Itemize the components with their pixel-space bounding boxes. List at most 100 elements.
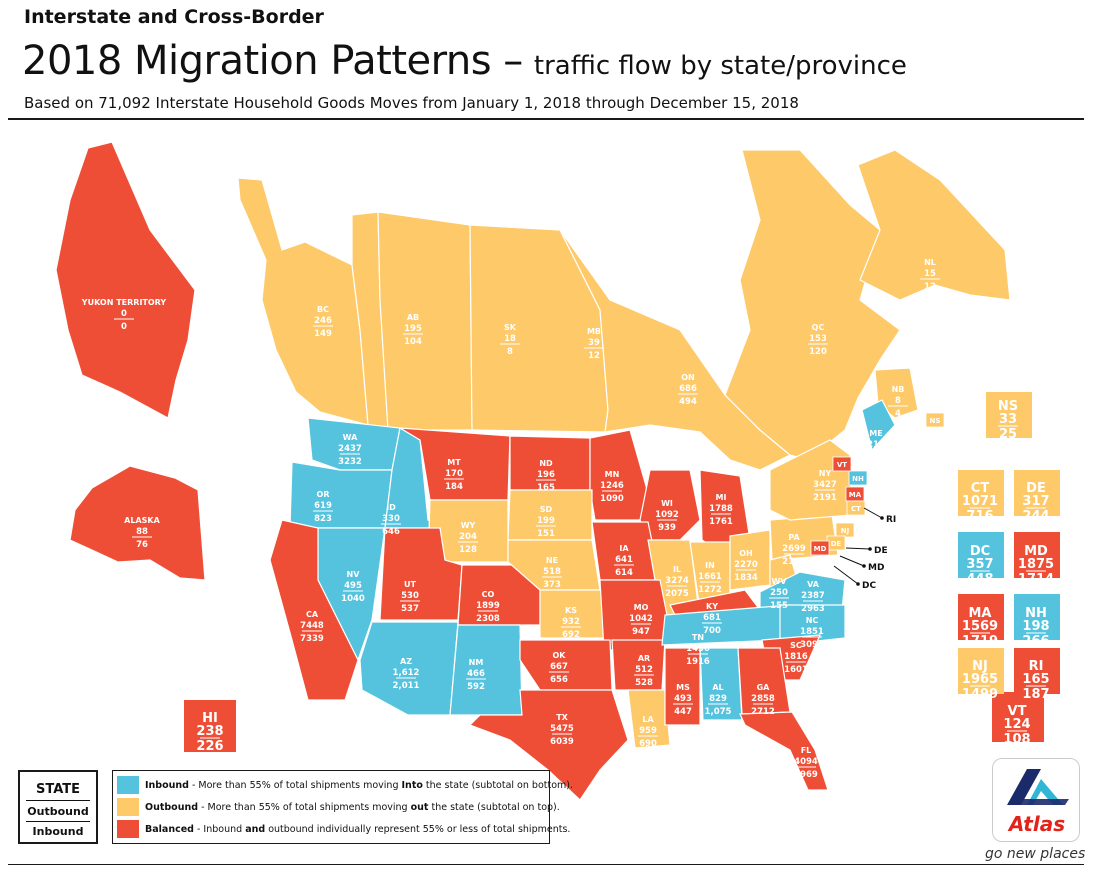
region-outbound-nj: 1965 — [962, 672, 998, 687]
region-al — [699, 647, 743, 721]
region-outbound-ns: 33 — [999, 412, 1017, 427]
region-code-ks: KS — [565, 606, 577, 615]
region-outbound-mn: 1246 — [600, 481, 624, 491]
region-code-nj: NJ — [972, 659, 988, 674]
region-code-co: CO — [482, 590, 495, 599]
region-outbound-wv: 250 — [770, 588, 788, 598]
region-code-mn: MN — [605, 470, 620, 479]
map-small-label-vt: VT — [837, 461, 847, 469]
region-inbound-mi: 1761 — [709, 517, 733, 527]
region-inbound-sd: 151 — [537, 529, 555, 539]
region-code-ab: AB — [407, 313, 419, 322]
region-inbound-nb: 4 — [895, 409, 901, 419]
region-code-bc: BC — [317, 305, 329, 314]
region-mn — [589, 429, 651, 521]
region-az — [359, 621, 459, 716]
region-outbound-ct: 1071 — [962, 494, 998, 509]
header-title-row: 2018 Migration Patterns – traffic flow b… — [22, 38, 907, 84]
region-outbound-ms: 493 — [674, 694, 692, 704]
region-outbound-ia: 641 — [615, 555, 633, 565]
region-fl — [739, 711, 829, 791]
region-inbound-nm: 592 — [467, 682, 485, 692]
region-outbound-ar: 512 — [635, 665, 653, 675]
region-code-hi: HI — [202, 711, 218, 726]
region-code-wa: WA — [343, 433, 358, 442]
region-me — [861, 399, 896, 452]
region-code-alaska: ALASKA — [124, 516, 160, 525]
region-outbound-ky: 681 — [703, 613, 721, 623]
region-inbound-ri: 187 — [1022, 687, 1049, 702]
region-inbound-vt: 108 — [1003, 732, 1030, 747]
region-box-dc — [958, 532, 1004, 578]
region-outbound-alaska: 88 — [136, 527, 148, 537]
region-outbound-in: 1661 — [698, 572, 722, 582]
legend-panel: Inbound - More than 55% of total shipmen… — [112, 770, 573, 844]
region-inbound-ct: 716 — [966, 509, 993, 524]
region-code-nh: NH — [1025, 606, 1047, 621]
region-code-tn: TN — [692, 633, 704, 642]
region-outbound-nb: 8 — [895, 396, 901, 406]
region-inbound-oh: 1834 — [734, 573, 758, 583]
header-kicker: Interstate and Cross-Border — [24, 6, 324, 28]
region-inbound-al: 1,075 — [705, 707, 732, 717]
region-code-dc: DC — [970, 544, 990, 559]
region-inbound-ca: 7339 — [300, 634, 324, 644]
region-outbound-tx: 5475 — [550, 724, 574, 734]
callout-label-ri: RI — [886, 515, 896, 525]
region-outbound-qc: 153 — [809, 334, 827, 344]
region-code-ns: NS — [998, 399, 1018, 414]
map-small-label-ma: MA — [849, 491, 862, 499]
region-outbound-mb: 39 — [588, 338, 600, 348]
region-inbound-on: 494 — [679, 397, 697, 407]
map-small-label-md: MD — [814, 545, 827, 553]
region-inbound-hi: 226 — [196, 739, 223, 754]
atlas-logo: Atlas — [992, 758, 1080, 842]
region-outbound-az: 1,612 — [393, 668, 420, 678]
region-inbound-wa: 3232 — [338, 457, 362, 467]
region-code-la: LA — [642, 715, 654, 724]
callout-line-ri — [863, 507, 883, 519]
region-inbound-nh: 266 — [1022, 634, 1049, 649]
region-outbound-id: 330 — [382, 514, 400, 524]
region-outbound-ga: 2858 — [751, 694, 775, 704]
region-inbound-il: 2075 — [665, 589, 689, 599]
region-nm — [449, 624, 523, 716]
region-outbound-ks: 932 — [562, 617, 580, 627]
region-inbound-ut: 537 — [401, 604, 419, 614]
region-code-sk: SK — [504, 323, 517, 332]
region-ca — [269, 519, 359, 701]
callout-label-de: DE — [874, 546, 888, 556]
callout-dot-ri — [880, 516, 884, 520]
region-inbound-mb: 12 — [588, 351, 600, 361]
region-code-fl: FL — [801, 746, 812, 755]
brand-tagline: go new places — [985, 846, 1086, 862]
callout-line-dc — [833, 565, 859, 585]
region-code-ca: CA — [306, 610, 319, 619]
map-small-vt — [832, 456, 852, 472]
region-outbound-or: 619 — [314, 501, 332, 511]
header-rule — [8, 118, 1084, 120]
region-code-ok: OK — [553, 651, 567, 660]
region-outbound-wy: 204 — [459, 532, 477, 542]
region-code-ga: GA — [757, 683, 771, 692]
region-code-wv: WV — [771, 577, 787, 586]
region-code-nd: ND — [539, 459, 553, 468]
region-outbound-il: 3274 — [665, 576, 689, 586]
region-code-sd: SD — [540, 505, 553, 514]
region-code-nc: NC — [806, 616, 819, 625]
region-labels: YUKON TERRITORY 0 0 BC 246 149 AB 195 104 SK 18 8 MB… — [81, 258, 1054, 780]
region-outbound-mt: 170 — [445, 469, 463, 479]
legend-row-outbound: Outbound - More than 55% of total shipme… — [117, 798, 560, 816]
callout-lines — [833, 507, 884, 586]
region-inbound-id: 646 — [382, 527, 400, 537]
region-code-sc: SC — [790, 641, 802, 650]
region-outbound-sd: 199 — [537, 516, 555, 526]
region-code-md: MD — [1024, 544, 1048, 559]
region-inbound-sc: 1601 — [784, 665, 808, 675]
region-bc — [237, 177, 369, 426]
region-code-ri: RI — [1029, 659, 1044, 674]
region-inbound-md: 1714 — [1018, 572, 1054, 587]
region-outbound-mo: 1042 — [629, 614, 653, 624]
region-outbound-bc: 246 — [314, 316, 332, 326]
region-outbound-ut: 530 — [401, 591, 419, 601]
